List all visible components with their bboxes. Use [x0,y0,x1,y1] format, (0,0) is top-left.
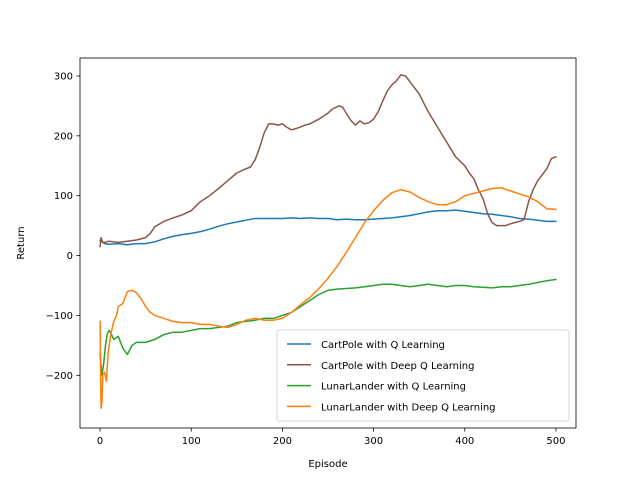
legend-label-3: LunarLander with Deep Q Learning [321,402,496,413]
series-line-0 [99,209,557,246]
y-tick-label: 0 [67,251,73,262]
x-tick-label: 0 [97,436,103,447]
legend: CartPole with Q Learning CartPole with De… [276,329,570,422]
series-line-1 [99,74,557,248]
series-layer [99,74,557,409]
x-axis-label: Episode [308,459,347,470]
x-tick-label: 500 [546,436,565,447]
x-tick-label: 200 [273,436,292,447]
y-tick-label: −100 [46,311,73,322]
legend-box [276,329,570,422]
x-axis-ticks: 0 100 200 300 400 500 [97,428,565,447]
y-tick-label: 100 [54,191,73,202]
y-tick-label: 200 [54,131,73,142]
y-tick-label: −200 [46,371,73,382]
x-tick-label: 100 [182,436,201,447]
legend-label-1: CartPole with Deep Q Learning [321,361,474,372]
plot-frame [79,57,577,429]
x-tick-label: 300 [364,436,383,447]
y-axis-label: Return [16,226,27,259]
y-tick-label: 300 [54,71,73,82]
legend-label-2: LunarLander with Q Learning [321,382,466,393]
legend-label-0: CartPole with Q Learning [321,340,445,351]
y-axis-ticks: −200 −100 0 100 200 300 [46,71,80,382]
series-line-3 [99,187,557,409]
x-tick-label: 400 [455,436,474,447]
